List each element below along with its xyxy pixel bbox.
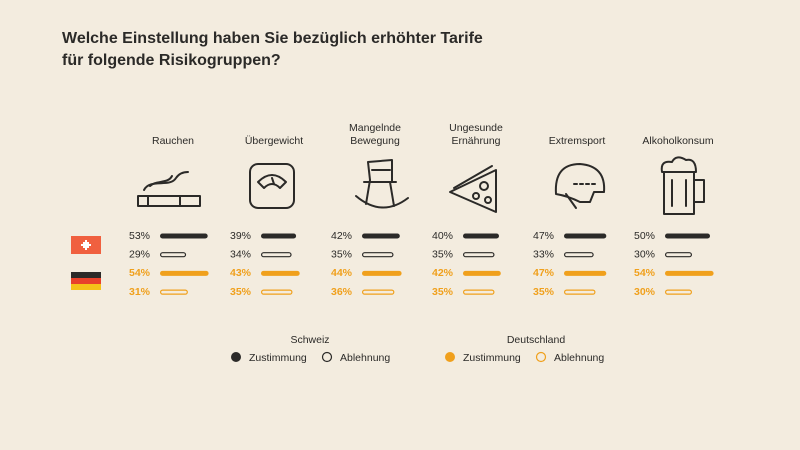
- bar: [463, 233, 499, 239]
- category-label: Übergewicht: [244, 135, 304, 147]
- category-label: Rauchen: [151, 135, 195, 147]
- icon-helmet: [554, 163, 606, 209]
- flag-switzerland: [71, 236, 101, 254]
- legend-label: Ablehnung: [554, 352, 604, 364]
- chart-title: Welche Einstellung haben Sie bezüglich e…: [62, 30, 483, 69]
- bar: [362, 252, 394, 258]
- category-label: Alkoholkonsum: [642, 135, 714, 147]
- value-label: 36%: [331, 286, 353, 298]
- value-label: 30%: [634, 248, 655, 260]
- value-label: 47%: [533, 230, 554, 242]
- value-label: 40%: [432, 230, 453, 242]
- bar: [463, 270, 501, 276]
- icon-rocking-chair: [355, 159, 409, 209]
- bar: [160, 233, 208, 239]
- bar: [665, 270, 714, 276]
- bar: [362, 233, 400, 239]
- legend-marker: [321, 351, 333, 363]
- value-label: 35%: [432, 286, 454, 298]
- legend-marker: [231, 352, 241, 362]
- value-label: 50%: [634, 230, 655, 242]
- bar: [664, 252, 692, 258]
- value-label: 35%: [331, 248, 352, 260]
- bar: [261, 289, 293, 295]
- value-label: 29%: [129, 248, 150, 260]
- value-label: 35%: [432, 248, 453, 260]
- category-label: Ungesunde Ernährung: [449, 122, 503, 147]
- bar: [564, 270, 607, 276]
- bar: [261, 270, 300, 276]
- icon-beer: [660, 156, 705, 215]
- icon-cigarette: [137, 171, 201, 207]
- bar: [362, 270, 402, 276]
- legend-label: Ablehnung: [340, 352, 390, 364]
- value-label: 35%: [230, 286, 252, 298]
- bar: [563, 252, 594, 258]
- category-label: Extremsport: [548, 135, 606, 147]
- bar: [160, 252, 187, 258]
- bar: [665, 233, 710, 239]
- bar: [563, 289, 596, 295]
- bar: [160, 270, 209, 276]
- bar: [261, 233, 297, 239]
- value-label: 42%: [331, 230, 352, 242]
- bar: [160, 289, 188, 295]
- bar: [463, 289, 495, 295]
- value-label: 35%: [533, 286, 555, 298]
- bar: [564, 233, 607, 239]
- value-label: 30%: [634, 286, 656, 298]
- value-label: 33%: [533, 248, 554, 260]
- bar: [463, 252, 495, 258]
- value-label: 44%: [331, 267, 353, 279]
- value-label: 39%: [230, 230, 251, 242]
- bar: [362, 289, 395, 295]
- legend-marker: [535, 351, 547, 363]
- legend-group-title: Deutschland: [507, 334, 566, 346]
- value-label: 43%: [230, 267, 252, 279]
- icon-pizza: [449, 165, 497, 213]
- legend-label: Zustimmung: [249, 352, 307, 364]
- category-label: Mangelnde Bewegung: [349, 122, 401, 147]
- value-label: 34%: [230, 248, 251, 260]
- icon-scale: [249, 163, 295, 209]
- value-label: 47%: [533, 267, 555, 279]
- value-label: 53%: [129, 230, 150, 242]
- bar: [664, 289, 692, 295]
- bar: [261, 252, 292, 258]
- legend-marker: [445, 352, 455, 362]
- legend-group-title: Schweiz: [290, 334, 329, 346]
- value-label: 54%: [129, 267, 151, 279]
- value-label: 54%: [634, 267, 656, 279]
- value-label: 31%: [129, 286, 151, 298]
- flag-germany: [71, 272, 101, 290]
- legend-label: Zustimmung: [463, 352, 521, 364]
- value-label: 42%: [432, 267, 454, 279]
